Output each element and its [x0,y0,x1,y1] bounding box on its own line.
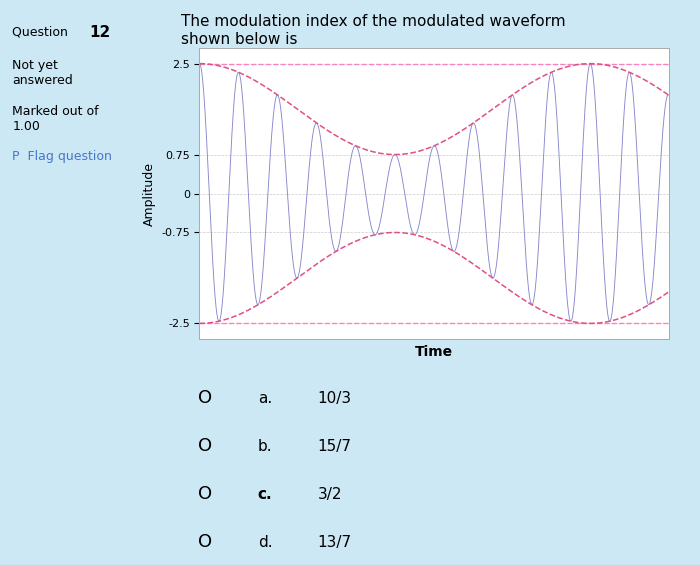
Text: 12: 12 [90,25,111,41]
Text: The modulation index of the modulated waveform
shown below is: The modulation index of the modulated wa… [181,14,566,46]
Text: d.: d. [258,535,272,550]
Text: b.: b. [258,439,272,454]
Text: O: O [197,437,212,455]
Text: O: O [197,389,212,407]
Text: Question: Question [13,25,72,38]
Text: 13/7: 13/7 [318,535,352,550]
X-axis label: Time: Time [415,345,453,359]
Text: 10/3: 10/3 [318,391,352,406]
Text: c.: c. [258,487,272,502]
Text: 15/7: 15/7 [318,439,352,454]
Text: Marked out of
1.00: Marked out of 1.00 [13,105,99,133]
Text: O: O [197,533,212,551]
Text: a.: a. [258,391,272,406]
Text: P  Flag question: P Flag question [13,150,112,163]
Text: O: O [197,485,212,503]
Y-axis label: Amplitude: Amplitude [143,162,155,225]
Text: 3/2: 3/2 [318,487,342,502]
Text: Not yet
answered: Not yet answered [13,59,73,88]
